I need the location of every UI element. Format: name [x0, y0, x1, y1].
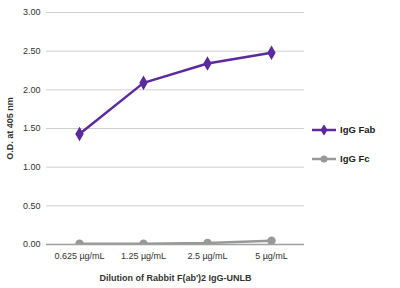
svg-text:5 µg/mL: 5 µg/mL	[255, 251, 288, 261]
svg-text:3.00: 3.00	[23, 7, 41, 17]
svg-text:Dilution of Rabbit F(ab')2 IgG: Dilution of Rabbit F(ab')2 IgG-UNLB	[99, 273, 252, 283]
svg-text:0.50: 0.50	[23, 201, 41, 211]
svg-text:O.D. at 405 nm: O.D. at 405 nm	[5, 97, 15, 160]
html-text:IgG Fab: IgG Fab	[340, 124, 376, 135]
html-text:IgG Fc: IgG Fc	[340, 153, 370, 164]
svg-text:0.00: 0.00	[23, 239, 41, 249]
svg-text:2.50: 2.50	[23, 46, 41, 56]
svg-text:1.00: 1.00	[23, 162, 41, 172]
svg-text:1.50: 1.50	[23, 123, 41, 133]
svg-text:1.25 µg/mL: 1.25 µg/mL	[121, 251, 166, 261]
svg-text:2.5 µg/mL: 2.5 µg/mL	[187, 251, 227, 261]
svg-text:2.00: 2.00	[23, 85, 41, 95]
svg-text:0.625 µg/mL: 0.625 µg/mL	[54, 251, 104, 261]
